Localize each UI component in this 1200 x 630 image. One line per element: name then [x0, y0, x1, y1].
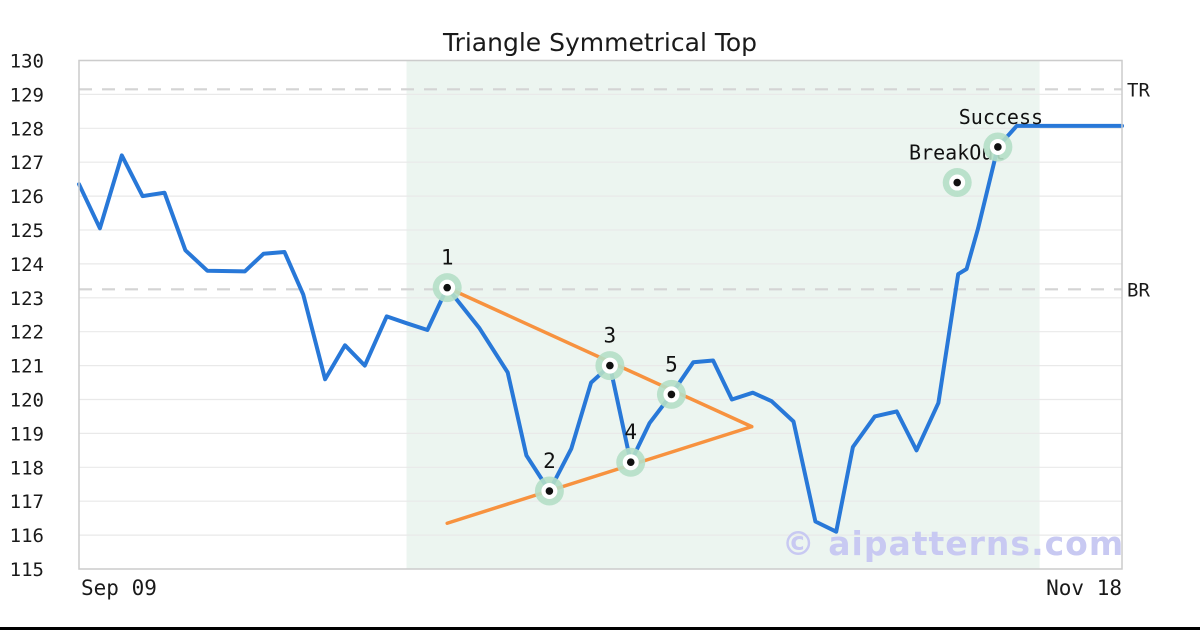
chart-background-layer — [79, 59, 1122, 570]
bottom-border-bar — [0, 627, 1200, 630]
plot-border — [78, 59, 1123, 570]
y-axis-tick-124: 124 — [10, 254, 44, 276]
annotation-label-5: 5 — [665, 352, 678, 376]
y-axis-tick-117: 117 — [10, 491, 44, 513]
annotation-marker-breakout — [942, 168, 972, 198]
y-axis-tick-119: 119 — [10, 423, 44, 445]
marker-dot — [994, 143, 1002, 151]
y-axis-tick-122: 122 — [10, 322, 44, 344]
chart-axis-layer: 1151161171181191201211221231241251261271… — [10, 51, 1151, 582]
y-axis-tick-123: 123 — [10, 288, 44, 310]
watermark-text: © aipatterns.com — [782, 524, 1124, 563]
y-axis-tick-116: 116 — [10, 525, 44, 547]
y-axis-tick-127: 127 — [10, 152, 44, 174]
marker-dot — [667, 390, 676, 399]
annotation-label-2: 2 — [543, 449, 556, 473]
level-label-br: BR — [1127, 279, 1150, 301]
y-axis-tick-126: 126 — [10, 186, 44, 208]
x-axis-tick-end: Nov 18 — [1046, 576, 1122, 600]
marker-dot — [606, 361, 614, 370]
y-axis-tick-121: 121 — [10, 356, 44, 378]
price-line — [77, 123, 1124, 534]
annotation-marker-4 — [616, 447, 646, 477]
y-axis-tick-120: 120 — [10, 390, 44, 412]
level-label-tr: TR — [1127, 79, 1150, 101]
y-axis-tick-130: 130 — [10, 51, 44, 73]
annotation-marker-5 — [656, 379, 686, 409]
lower-trendline — [445, 424, 754, 525]
annotation-marker-2 — [534, 476, 564, 506]
pattern-region-highlight — [406, 60, 1040, 569]
annotation-marker-1 — [432, 273, 462, 303]
marker-dot — [545, 487, 554, 495]
y-axis-tick-125: 125 — [10, 220, 44, 242]
x-axis-tick-start: Sep 09 — [81, 576, 157, 600]
y-axis-tick-129: 129 — [10, 84, 44, 106]
annotation-label-1: 1 — [441, 246, 454, 270]
annotation-marker-success — [983, 132, 1013, 162]
marker-dot — [953, 178, 962, 187]
marker-dot — [626, 458, 635, 467]
annotation-label-success: Success — [959, 105, 1043, 129]
annotation-marker-3 — [595, 351, 625, 381]
annotation-label-4: 4 — [624, 420, 637, 444]
y-axis-tick-128: 128 — [10, 118, 44, 140]
annotation-label-3: 3 — [604, 324, 617, 348]
y-axis-tick-115: 115 — [10, 559, 44, 581]
marker-dot — [443, 283, 451, 292]
y-axis-tick-118: 118 — [10, 457, 44, 479]
chart-title: Triangle Symmetrical Top — [442, 28, 757, 57]
